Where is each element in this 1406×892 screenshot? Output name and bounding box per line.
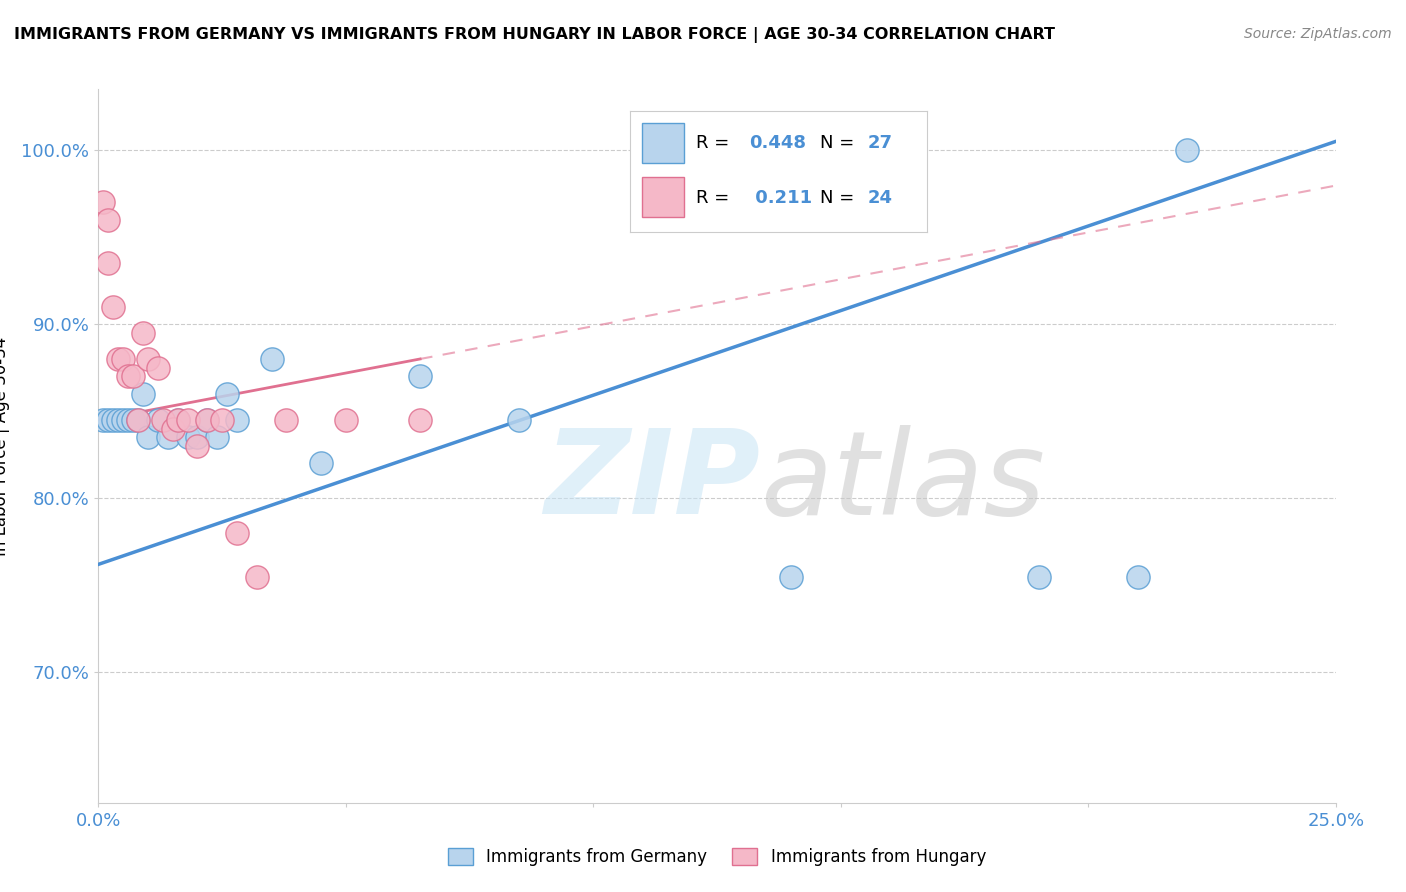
Point bbox=[107, 351, 129, 366]
Point bbox=[205, 430, 228, 444]
Point bbox=[112, 351, 135, 366]
Point bbox=[136, 351, 159, 366]
Point bbox=[1175, 143, 1198, 157]
Point bbox=[195, 413, 218, 427]
Point bbox=[1126, 569, 1149, 583]
Point bbox=[335, 413, 357, 427]
Text: Source: ZipAtlas.com: Source: ZipAtlas.com bbox=[1244, 27, 1392, 41]
Point bbox=[93, 413, 115, 427]
Point bbox=[146, 413, 169, 427]
Point bbox=[409, 369, 432, 384]
Point bbox=[107, 413, 129, 427]
Point bbox=[1028, 569, 1050, 583]
Point bbox=[226, 526, 249, 541]
Point bbox=[211, 413, 233, 427]
Point bbox=[122, 369, 145, 384]
Point bbox=[409, 413, 432, 427]
Point bbox=[146, 360, 169, 375]
Point bbox=[226, 413, 249, 427]
Point bbox=[195, 413, 218, 427]
Point bbox=[127, 413, 149, 427]
Point bbox=[97, 212, 120, 227]
Point bbox=[186, 439, 208, 453]
Y-axis label: In Labor Force | Age 30-34: In Labor Force | Age 30-34 bbox=[0, 336, 10, 556]
Point bbox=[122, 413, 145, 427]
Point bbox=[260, 351, 283, 366]
Point bbox=[508, 413, 530, 427]
Point bbox=[156, 430, 179, 444]
Text: ZIP: ZIP bbox=[544, 425, 759, 539]
Point bbox=[176, 413, 198, 427]
Point bbox=[103, 300, 125, 314]
Point bbox=[309, 457, 332, 471]
Point bbox=[152, 413, 174, 427]
Point bbox=[117, 369, 139, 384]
Point bbox=[132, 326, 155, 340]
Point bbox=[217, 386, 239, 401]
Point bbox=[166, 413, 188, 427]
Point bbox=[97, 413, 120, 427]
Point bbox=[132, 386, 155, 401]
Point bbox=[97, 256, 120, 270]
Point bbox=[117, 413, 139, 427]
Legend: Immigrants from Germany, Immigrants from Hungary: Immigrants from Germany, Immigrants from… bbox=[441, 841, 993, 873]
Point bbox=[112, 413, 135, 427]
Point bbox=[162, 421, 184, 435]
Point bbox=[93, 195, 115, 210]
Point bbox=[246, 569, 269, 583]
Point bbox=[103, 413, 125, 427]
Point bbox=[780, 569, 803, 583]
Point bbox=[127, 413, 149, 427]
Point bbox=[276, 413, 298, 427]
Text: atlas: atlas bbox=[761, 425, 1046, 539]
Point bbox=[136, 430, 159, 444]
Point bbox=[186, 430, 208, 444]
Point bbox=[176, 430, 198, 444]
Point bbox=[166, 413, 188, 427]
Text: IMMIGRANTS FROM GERMANY VS IMMIGRANTS FROM HUNGARY IN LABOR FORCE | AGE 30-34 CO: IMMIGRANTS FROM GERMANY VS IMMIGRANTS FR… bbox=[14, 27, 1054, 43]
